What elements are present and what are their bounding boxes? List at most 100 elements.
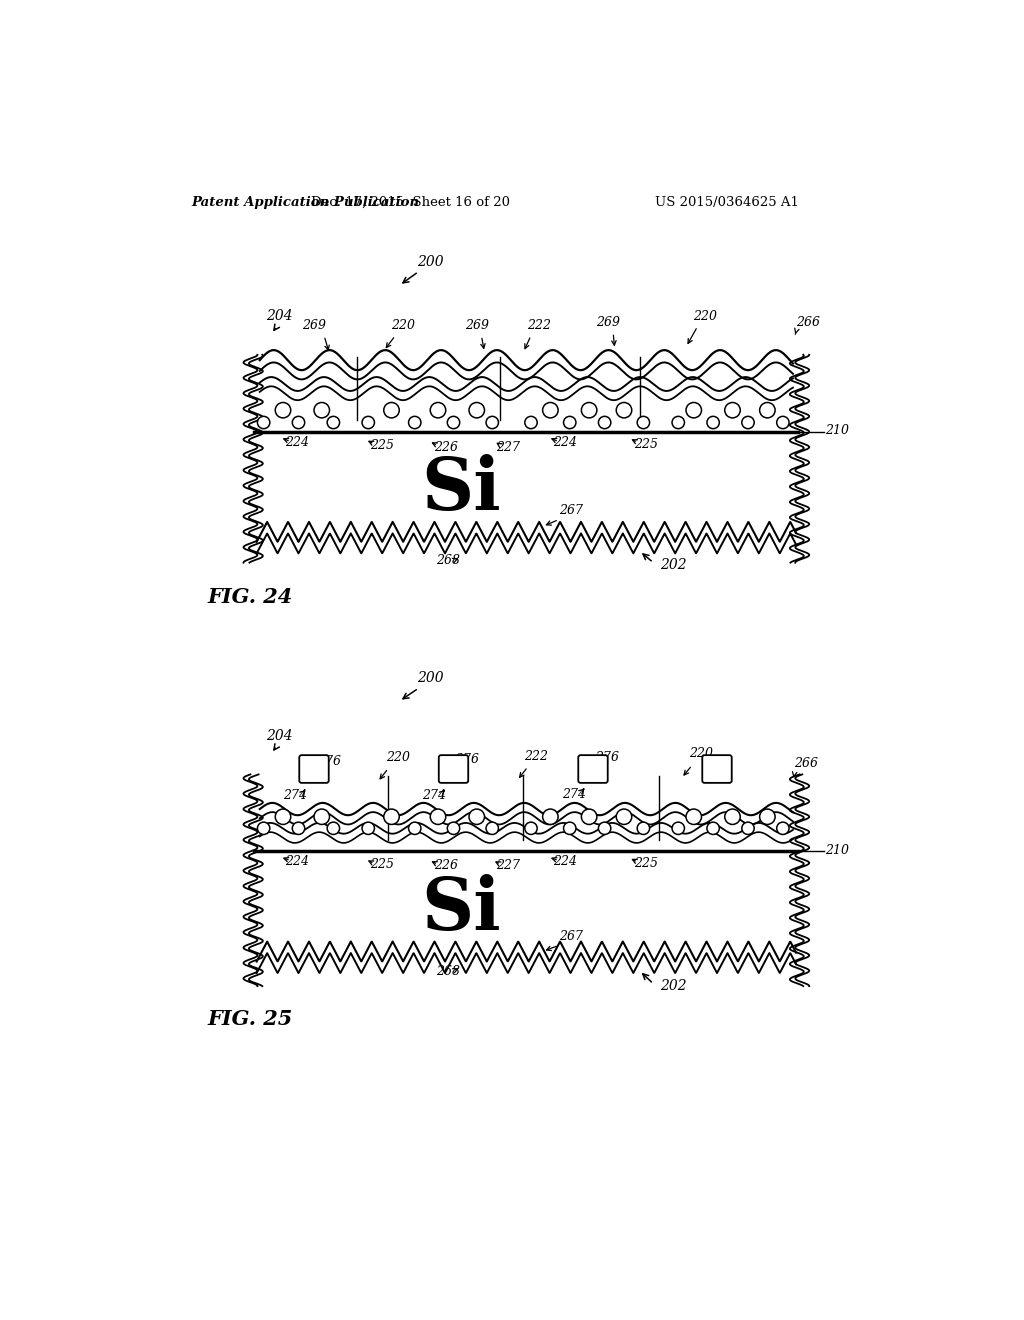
- Text: 268: 268: [436, 554, 460, 568]
- Text: 274: 274: [283, 789, 306, 803]
- Circle shape: [257, 822, 270, 834]
- Circle shape: [469, 809, 484, 825]
- Circle shape: [707, 822, 719, 834]
- Text: 267: 267: [559, 504, 584, 517]
- Circle shape: [582, 403, 597, 418]
- Text: Dec. 17, 2015  Sheet 16 of 20: Dec. 17, 2015 Sheet 16 of 20: [311, 195, 510, 209]
- FancyBboxPatch shape: [702, 755, 732, 783]
- Text: 276: 276: [595, 751, 618, 764]
- Circle shape: [725, 403, 740, 418]
- Circle shape: [707, 416, 719, 429]
- Text: 269: 269: [302, 319, 326, 333]
- Text: 220: 220: [386, 751, 410, 764]
- Text: 224: 224: [553, 855, 578, 869]
- Text: Patent Application Publication: Patent Application Publication: [191, 195, 420, 209]
- Circle shape: [275, 403, 291, 418]
- Text: 204: 204: [266, 309, 293, 323]
- Circle shape: [672, 416, 684, 429]
- Text: 225: 225: [634, 438, 657, 451]
- Circle shape: [741, 416, 755, 429]
- Circle shape: [582, 809, 597, 825]
- Circle shape: [686, 809, 701, 825]
- Text: 225: 225: [634, 857, 657, 870]
- Circle shape: [686, 403, 701, 418]
- Circle shape: [362, 822, 375, 834]
- FancyBboxPatch shape: [299, 755, 329, 783]
- Text: 274: 274: [422, 789, 446, 803]
- Text: 202: 202: [659, 979, 686, 993]
- Circle shape: [447, 822, 460, 834]
- Text: 267: 267: [559, 931, 584, 942]
- Circle shape: [760, 809, 775, 825]
- Circle shape: [314, 809, 330, 825]
- Circle shape: [637, 416, 649, 429]
- Circle shape: [543, 403, 558, 418]
- Text: 202: 202: [659, 558, 686, 572]
- Text: 224: 224: [553, 436, 578, 449]
- Text: 269: 269: [597, 317, 621, 329]
- Text: 222: 222: [526, 319, 551, 333]
- Text: 269: 269: [465, 319, 488, 333]
- Text: 226: 226: [434, 859, 458, 873]
- Text: 220: 220: [693, 310, 718, 323]
- Circle shape: [741, 822, 755, 834]
- Text: 276: 276: [317, 755, 341, 768]
- Circle shape: [543, 809, 558, 825]
- FancyBboxPatch shape: [579, 755, 607, 783]
- Circle shape: [760, 403, 775, 418]
- Circle shape: [672, 822, 684, 834]
- Text: 225: 225: [371, 440, 394, 453]
- Text: 210: 210: [825, 424, 850, 437]
- Circle shape: [524, 822, 538, 834]
- Circle shape: [384, 809, 399, 825]
- Text: US 2015/0364625 A1: US 2015/0364625 A1: [655, 195, 799, 209]
- Text: 224: 224: [285, 855, 309, 869]
- Circle shape: [409, 822, 421, 834]
- Circle shape: [328, 822, 340, 834]
- Text: 200: 200: [417, 255, 443, 269]
- Circle shape: [292, 416, 305, 429]
- Circle shape: [776, 416, 790, 429]
- Circle shape: [616, 809, 632, 825]
- Text: Si: Si: [422, 454, 501, 525]
- Circle shape: [275, 809, 291, 825]
- Text: 220: 220: [391, 319, 415, 333]
- Text: 227: 227: [496, 859, 520, 873]
- Text: 225: 225: [371, 858, 394, 871]
- Text: 222: 222: [523, 750, 548, 763]
- Circle shape: [314, 403, 330, 418]
- Circle shape: [430, 809, 445, 825]
- Circle shape: [328, 416, 340, 429]
- Text: 220: 220: [689, 747, 714, 760]
- Text: 224: 224: [285, 436, 309, 449]
- Text: Si: Si: [422, 874, 501, 945]
- Text: 210: 210: [825, 843, 850, 857]
- Circle shape: [616, 403, 632, 418]
- Circle shape: [776, 822, 790, 834]
- Circle shape: [384, 403, 399, 418]
- Circle shape: [362, 416, 375, 429]
- Circle shape: [563, 822, 575, 834]
- Text: 266: 266: [795, 756, 818, 770]
- Circle shape: [524, 416, 538, 429]
- Circle shape: [409, 416, 421, 429]
- Text: 266: 266: [796, 317, 820, 329]
- Circle shape: [598, 416, 611, 429]
- Text: FIG. 25: FIG. 25: [207, 1008, 292, 1028]
- Text: 276: 276: [456, 752, 479, 766]
- Circle shape: [292, 822, 305, 834]
- Circle shape: [447, 416, 460, 429]
- Circle shape: [725, 809, 740, 825]
- Text: 268: 268: [436, 965, 460, 978]
- Text: 226: 226: [434, 441, 458, 454]
- Circle shape: [563, 416, 575, 429]
- Text: FIG. 24: FIG. 24: [207, 587, 292, 607]
- Circle shape: [637, 822, 649, 834]
- Text: 204: 204: [266, 729, 293, 743]
- FancyBboxPatch shape: [438, 755, 468, 783]
- Circle shape: [430, 403, 445, 418]
- Circle shape: [469, 403, 484, 418]
- Circle shape: [486, 822, 499, 834]
- Circle shape: [598, 822, 611, 834]
- Circle shape: [486, 416, 499, 429]
